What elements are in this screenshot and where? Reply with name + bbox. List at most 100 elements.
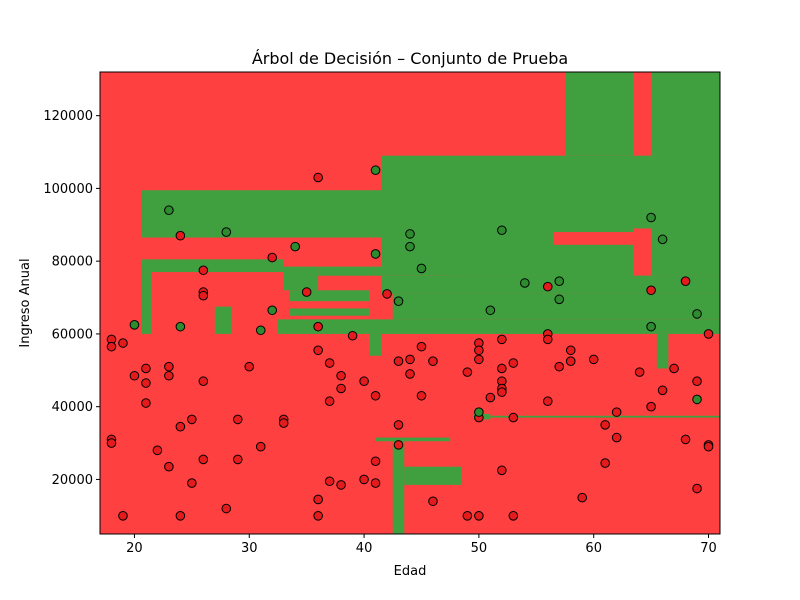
data-point-class-0 xyxy=(657,385,668,396)
data-point-class-0 xyxy=(336,383,346,394)
data-point-class-0 xyxy=(359,474,369,485)
y-axis-title: Ingreso Anual xyxy=(18,258,33,347)
data-point-class-0 xyxy=(313,321,323,332)
class-1-region xyxy=(490,415,720,418)
data-point-class-1 xyxy=(554,294,565,305)
data-point-class-0 xyxy=(542,334,553,345)
data-point-class-0 xyxy=(244,361,255,372)
class-1-region xyxy=(565,72,634,156)
data-point-class-0 xyxy=(474,354,484,365)
y-axis: 20000 40000 60000 80000 100000 120000 xyxy=(43,109,100,488)
data-point-class-1 xyxy=(416,263,427,274)
data-point-class-0 xyxy=(542,396,553,407)
plot-area xyxy=(99,71,721,535)
data-point-class-1 xyxy=(370,249,381,259)
class-1-region xyxy=(141,259,284,273)
data-point-class-0 xyxy=(692,376,702,387)
data-point-class-0 xyxy=(405,354,415,365)
class-1-region xyxy=(289,308,370,316)
data-point-class-0 xyxy=(370,456,381,467)
class-1-region xyxy=(392,441,405,534)
data-point-class-0 xyxy=(600,420,610,430)
data-point-class-1 xyxy=(370,165,381,176)
class-1-region xyxy=(450,208,520,276)
data-point-class-0 xyxy=(324,358,335,368)
data-point-class-0 xyxy=(508,358,519,368)
x-tick-label: 40 xyxy=(356,541,373,556)
class-1-region xyxy=(141,272,152,334)
data-point-class-0 xyxy=(577,492,588,503)
data-point-class-0 xyxy=(106,438,117,448)
data-point-class-0 xyxy=(152,445,163,456)
y-tick-label: 120000 xyxy=(43,109,93,124)
data-point-class-1 xyxy=(497,225,507,236)
data-point-class-0 xyxy=(428,496,438,507)
x-tick-label: 60 xyxy=(585,541,602,556)
data-point-class-0 xyxy=(164,361,174,372)
data-point-class-0 xyxy=(141,378,151,388)
data-point-class-0 xyxy=(198,376,209,387)
data-point-class-0 xyxy=(347,330,358,341)
data-point-class-0 xyxy=(462,367,473,377)
data-point-class-1 xyxy=(393,296,404,306)
data-point-class-0 xyxy=(703,329,714,339)
data-point-class-0 xyxy=(359,376,369,387)
data-point-class-1 xyxy=(255,325,266,336)
data-point-class-1 xyxy=(290,241,300,252)
data-point-class-0 xyxy=(175,230,186,241)
data-point-class-1 xyxy=(221,227,232,237)
data-point-class-0 xyxy=(393,440,404,450)
data-point-class-0 xyxy=(497,465,507,476)
y-tick-label: 80000 xyxy=(52,255,93,270)
data-point-class-0 xyxy=(565,356,576,367)
data-point-class-0 xyxy=(313,494,323,505)
data-point-class-0 xyxy=(669,363,679,374)
data-point-class-0 xyxy=(393,356,404,367)
data-point-class-0 xyxy=(405,369,415,379)
data-point-class-0 xyxy=(141,398,151,408)
data-point-class-0 xyxy=(474,345,484,356)
data-point-class-1 xyxy=(692,309,702,319)
data-point-class-0 xyxy=(255,441,266,452)
data-point-class-0 xyxy=(175,511,186,521)
data-point-class-0 xyxy=(508,511,519,521)
data-point-class-1 xyxy=(646,321,656,332)
data-point-class-1 xyxy=(646,212,656,223)
data-point-class-0 xyxy=(198,265,209,276)
data-point-class-0 xyxy=(301,287,312,297)
data-point-class-0 xyxy=(634,367,645,377)
data-point-class-1 xyxy=(485,305,496,316)
data-point-class-0 xyxy=(646,401,656,412)
class-1-region xyxy=(656,333,669,369)
data-point-class-0 xyxy=(336,370,346,381)
data-point-class-0 xyxy=(313,172,323,183)
data-point-class-0 xyxy=(118,511,128,521)
data-point-class-0 xyxy=(542,281,553,292)
data-point-class-0 xyxy=(129,370,140,381)
data-point-class-0 xyxy=(416,341,427,352)
class-1-region xyxy=(318,266,382,276)
class-1-region xyxy=(519,248,548,276)
data-point-class-0 xyxy=(198,290,209,301)
data-point-class-0 xyxy=(692,483,702,494)
y-tick-label: 100000 xyxy=(43,182,93,197)
data-point-class-1 xyxy=(554,276,565,286)
class-1-region xyxy=(553,155,634,233)
data-point-class-0 xyxy=(680,276,691,286)
data-point-class-0 xyxy=(187,478,197,488)
data-point-class-0 xyxy=(232,414,243,425)
class-1-region xyxy=(547,244,634,280)
data-point-class-0 xyxy=(198,454,209,465)
data-point-class-0 xyxy=(221,503,232,514)
class-1-region xyxy=(277,319,720,334)
data-point-class-0 xyxy=(370,478,381,488)
data-point-class-0 xyxy=(324,476,335,487)
decision-regions xyxy=(100,72,720,534)
data-point-class-0 xyxy=(118,338,128,348)
chart-title: Árbol de Decisión – Conjunto de Prueba xyxy=(252,49,568,68)
data-point-class-0 xyxy=(278,418,289,428)
data-point-class-0 xyxy=(611,407,622,417)
data-point-class-0 xyxy=(497,387,507,397)
data-point-class-0 xyxy=(508,412,519,423)
